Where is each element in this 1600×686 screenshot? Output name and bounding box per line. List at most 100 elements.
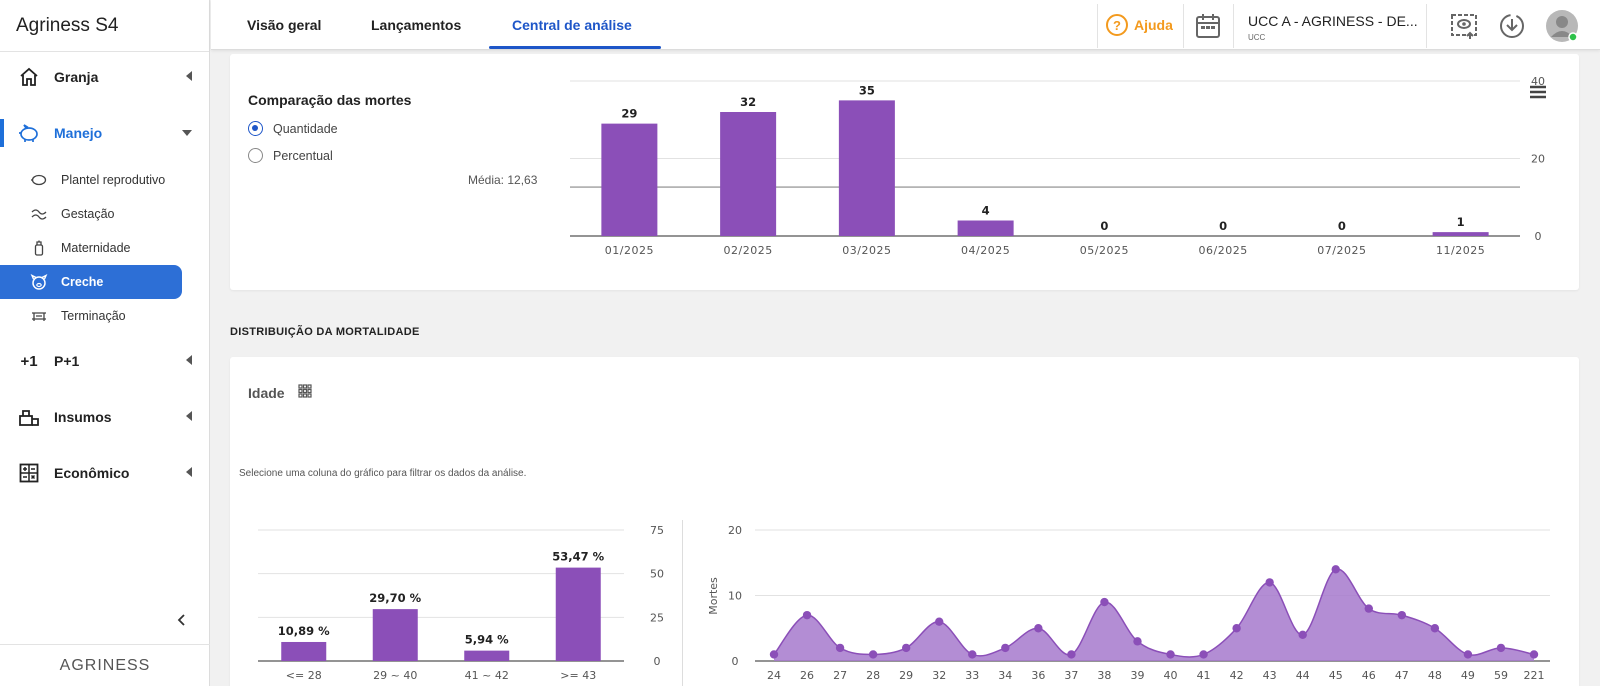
sow-icon <box>30 171 48 189</box>
option-quantidade[interactable]: Quantidade <box>248 121 338 136</box>
active-tab-indicator <box>489 46 661 49</box>
supplies-icon <box>18 406 40 428</box>
bar <box>281 641 327 661</box>
data-point <box>1067 650 1076 659</box>
data-point <box>835 643 845 653</box>
sidebar-group-label: Granja <box>54 69 99 85</box>
pig-icon <box>18 122 40 144</box>
plus-one-icon: +1 <box>20 352 38 370</box>
section-title: DISTRIBUIÇÃO DA MORTALIDADE <box>230 326 420 338</box>
sidebar-item-maternidade[interactable]: Maternidade <box>0 231 182 265</box>
help-button[interactable]: ? Ajuda <box>1106 14 1173 36</box>
sidebar-group-label: Econômico <box>54 465 130 481</box>
x-tick-label: 41 <box>1197 669 1211 682</box>
x-tick-label: 28 <box>866 669 880 682</box>
sidebar-group-manejo[interactable]: Manejo <box>0 113 210 153</box>
calculator-icon <box>18 462 40 484</box>
tab-central-de-analise[interactable]: Central de análise <box>512 17 632 33</box>
sidebar-item-gestacao[interactable]: Gestação <box>0 197 182 231</box>
help-label: Ajuda <box>1134 17 1173 33</box>
data-label: 5,94 % <box>465 633 509 647</box>
radio-button-checked[interactable] <box>248 121 263 136</box>
data-point <box>1232 624 1241 633</box>
data-point <box>1529 650 1539 659</box>
x-tick-label: 39 <box>1130 669 1144 682</box>
data-point <box>968 650 977 659</box>
x-tick-label: 29 <box>899 669 913 682</box>
finishing-icon <box>30 307 48 325</box>
sidebar-item-terminacao[interactable]: Terminação <box>0 299 182 333</box>
x-tick-label: 221 <box>1524 669 1545 682</box>
data-point <box>1298 630 1307 639</box>
y-tick-label: 0 <box>732 655 739 668</box>
caret-left-icon <box>186 411 192 421</box>
sidebar-group-insumos[interactable]: Insumos <box>0 397 210 437</box>
brand-logo[interactable]: Agriness S4 <box>0 0 209 52</box>
sidebar-item-plantel[interactable]: Plantel reprodutivo <box>0 163 182 197</box>
data-label: 29,70 % <box>369 591 421 605</box>
x-tick-label: 34 <box>998 669 1012 682</box>
comparison-card <box>230 54 1579 290</box>
comparison-title: Comparação das mortes <box>248 92 412 108</box>
x-tick-label: 49 <box>1461 669 1475 682</box>
collapse-sidebar-icon[interactable] <box>174 612 190 628</box>
caret-left-icon <box>186 355 192 365</box>
calendar-icon[interactable] <box>1194 12 1222 40</box>
data-point <box>1133 637 1142 646</box>
option-percentual[interactable]: Percentual <box>248 148 333 163</box>
sidebar-item-label: Creche <box>61 275 104 289</box>
screen-share-icon[interactable] <box>1450 12 1478 40</box>
data-point <box>1397 610 1407 620</box>
age-card-title: Idade <box>248 385 285 401</box>
option-label: Percentual <box>273 148 333 163</box>
unit-selector[interactable]: UCC A - AGRINESS - DE... <box>1248 13 1418 29</box>
tab-visao-geral[interactable]: Visão geral <box>247 17 322 33</box>
divider <box>1183 4 1184 48</box>
area-fill <box>774 568 1534 661</box>
data-label: 10,89 % <box>278 624 330 638</box>
caret-left-icon <box>186 71 192 81</box>
sidebar-group-label: Insumos <box>54 409 112 425</box>
data-point <box>1265 578 1274 587</box>
x-tick-label: 40 <box>1164 669 1178 682</box>
bar <box>555 567 601 661</box>
y-tick-label: 10 <box>728 590 742 603</box>
data-point <box>1496 643 1506 653</box>
bottle-icon <box>30 239 48 257</box>
sidebar-item-label: Gestação <box>61 207 115 221</box>
data-point <box>868 650 878 659</box>
tab-lancamentos[interactable]: Lançamentos <box>371 17 462 33</box>
bar <box>372 609 418 661</box>
sidebar-item-creche[interactable]: Creche <box>0 265 182 299</box>
top-bar: Visão geral Lançamentos Central de análi… <box>211 0 1600 50</box>
data-point <box>1034 624 1043 633</box>
download-icon[interactable] <box>1498 12 1526 40</box>
sidebar-group-economico[interactable]: Econômico <box>0 453 210 493</box>
chart-menu-icon[interactable] <box>1529 83 1547 101</box>
sidebar-group-p1[interactable]: +1 P+1 <box>0 341 210 381</box>
x-tick-label: 43 <box>1263 669 1277 682</box>
radio-button[interactable] <box>248 148 263 163</box>
data-point <box>901 643 911 653</box>
piglet-icon <box>30 273 48 291</box>
x-tick-label: 37 <box>1064 669 1078 682</box>
x-tick-label: <= 28 <box>286 669 322 682</box>
home-icon <box>18 66 40 88</box>
x-tick-label: 38 <box>1097 669 1111 682</box>
x-tick-label: 32 <box>932 669 946 682</box>
x-tick-label: 26 <box>800 669 814 682</box>
data-point <box>1331 565 1340 574</box>
user-avatar-icon[interactable] <box>1545 9 1579 43</box>
grid-view-icon[interactable] <box>298 384 312 398</box>
sidebar-group-granja[interactable]: Granja <box>0 57 210 97</box>
y-tick-label: 25 <box>650 611 664 624</box>
x-tick-label: 45 <box>1329 669 1343 682</box>
divider <box>1097 4 1098 48</box>
brand-version: S4 <box>95 14 119 36</box>
x-tick-label: 29 ~ 40 <box>373 669 417 682</box>
data-point <box>1100 597 1109 607</box>
x-tick-label: 36 <box>1031 669 1045 682</box>
brand-name: Agriness <box>16 14 90 36</box>
